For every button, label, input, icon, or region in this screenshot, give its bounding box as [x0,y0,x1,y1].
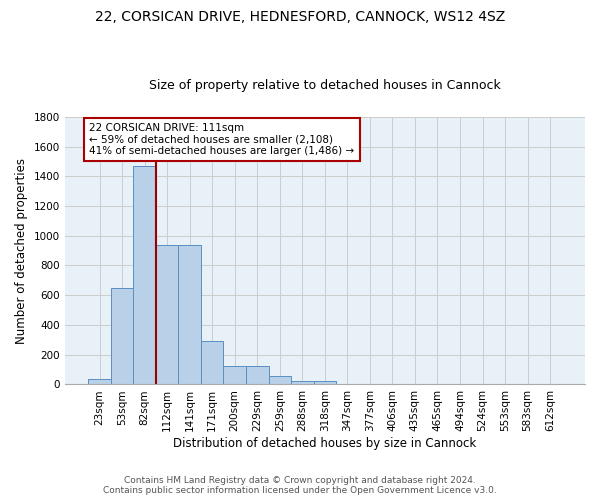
Bar [246,366,269,384]
Bar [201,342,223,384]
Bar [111,288,133,384]
Text: Contains HM Land Registry data © Crown copyright and database right 2024.
Contai: Contains HM Land Registry data © Crown c… [103,476,497,495]
Text: 22, CORSICAN DRIVE, HEDNESFORD, CANNOCK, WS12 4SZ: 22, CORSICAN DRIVE, HEDNESFORD, CANNOCK,… [95,10,505,24]
Title: Size of property relative to detached houses in Cannock: Size of property relative to detached ho… [149,79,501,92]
Y-axis label: Number of detached properties: Number of detached properties [15,158,28,344]
Bar [156,246,178,384]
X-axis label: Distribution of detached houses by size in Cannock: Distribution of detached houses by size … [173,437,476,450]
Bar [133,166,156,384]
Bar [223,366,246,384]
Bar [291,380,314,384]
Bar [88,380,111,384]
Bar [178,246,201,384]
Bar [314,382,336,384]
Text: 22 CORSICAN DRIVE: 111sqm
← 59% of detached houses are smaller (2,108)
41% of se: 22 CORSICAN DRIVE: 111sqm ← 59% of detac… [89,122,355,156]
Bar [269,376,291,384]
